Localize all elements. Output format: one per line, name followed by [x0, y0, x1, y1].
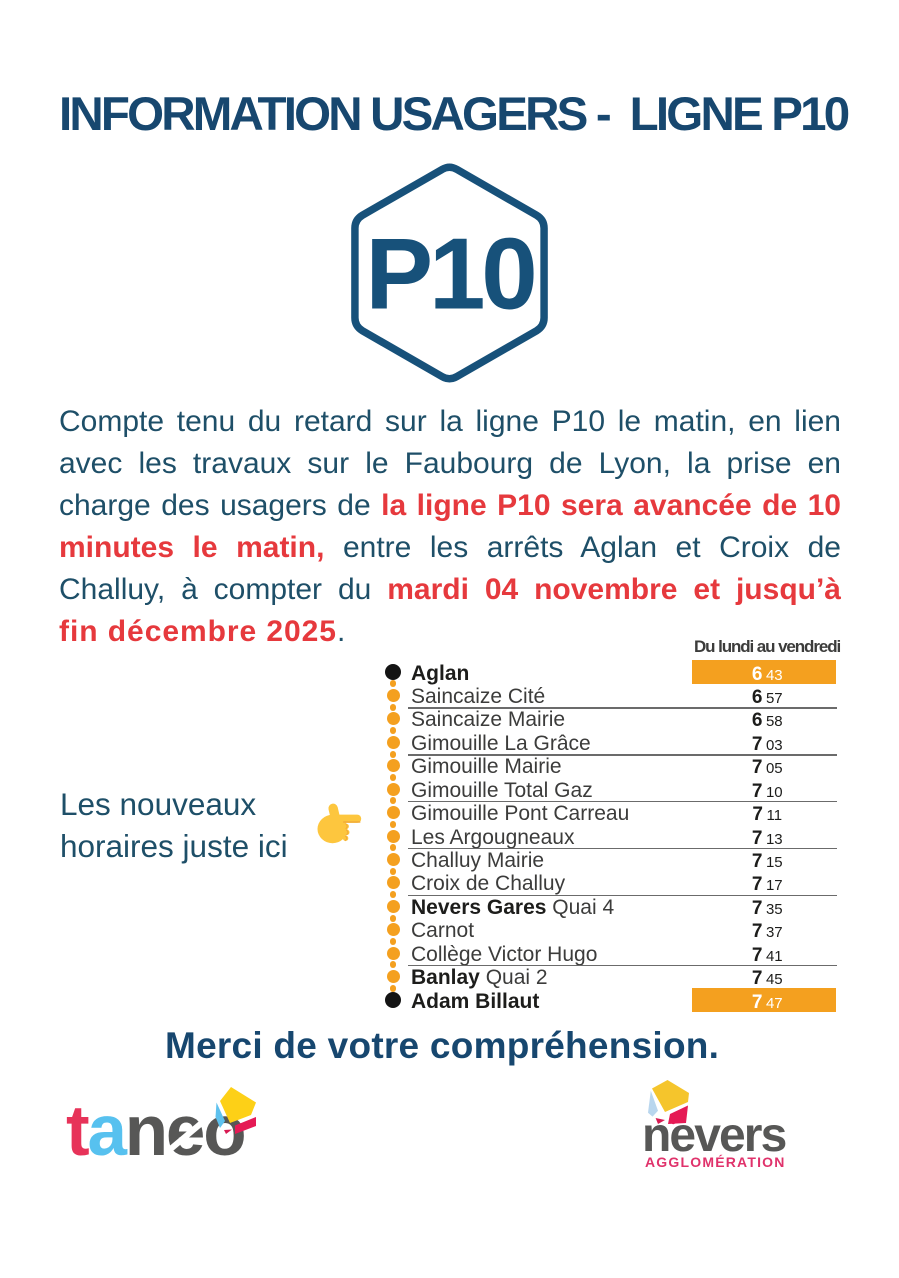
svg-text:P10: P10 — [365, 216, 534, 330]
